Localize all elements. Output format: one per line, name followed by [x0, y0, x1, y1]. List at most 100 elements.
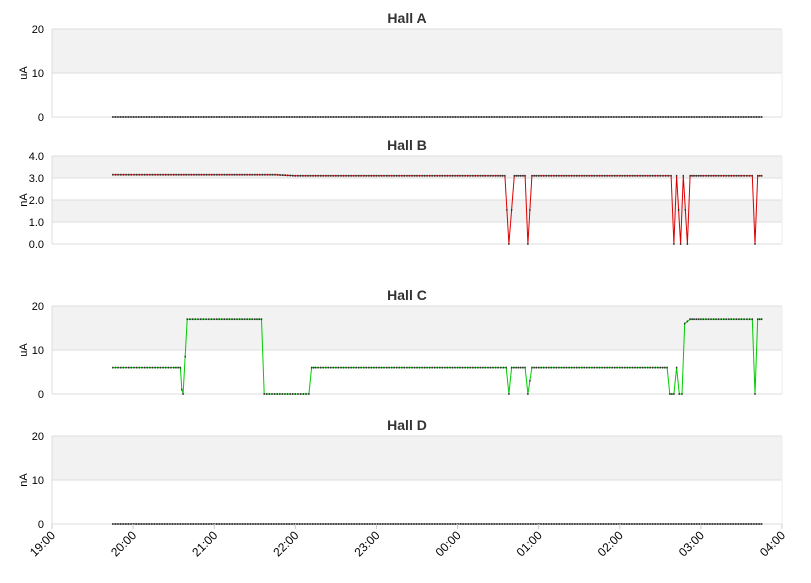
data-point — [709, 523, 711, 525]
data-point — [459, 174, 461, 177]
data-point — [395, 116, 397, 118]
data-point — [482, 366, 484, 369]
data-point — [132, 116, 135, 118]
data-point — [200, 173, 203, 176]
data-point — [644, 116, 646, 118]
data-point — [693, 523, 695, 525]
data-point — [186, 318, 188, 321]
data-point — [540, 174, 542, 177]
data-point — [421, 116, 423, 118]
data-point — [738, 318, 740, 321]
data-point — [576, 366, 578, 369]
data-point — [205, 173, 208, 176]
data-point — [469, 366, 471, 369]
data-point — [753, 523, 755, 525]
data-point — [244, 116, 246, 118]
data-point — [431, 174, 433, 177]
data-point — [415, 116, 418, 118]
data-point — [350, 366, 352, 369]
data-point — [279, 393, 281, 395]
data-point — [524, 116, 527, 118]
data-point — [340, 523, 342, 525]
data-point — [685, 523, 688, 525]
data-point — [701, 116, 703, 118]
data-point — [332, 116, 335, 118]
data-point — [489, 366, 492, 369]
data-point — [603, 174, 606, 177]
data-point — [659, 174, 661, 177]
data-point — [449, 116, 451, 118]
data-point — [439, 523, 441, 525]
data-point — [441, 174, 443, 177]
data-point — [241, 116, 244, 118]
data-point — [127, 116, 130, 118]
data-point — [226, 523, 228, 525]
data-point — [597, 523, 599, 525]
data-point — [684, 209, 686, 211]
data-point — [515, 366, 517, 369]
data-point — [620, 523, 623, 525]
data-point — [392, 523, 394, 525]
data-point — [169, 116, 171, 118]
data-point — [688, 116, 690, 118]
data-point — [618, 116, 620, 118]
data-point — [122, 366, 125, 369]
panel-title: Hall A — [387, 10, 426, 26]
data-point — [568, 174, 570, 177]
data-point — [358, 174, 360, 177]
data-point — [669, 393, 671, 395]
data-point — [286, 523, 288, 525]
data-point — [135, 366, 138, 369]
data-point — [677, 209, 680, 211]
data-point — [758, 523, 760, 525]
data-point — [282, 174, 284, 176]
data-point — [353, 116, 355, 118]
data-point — [287, 174, 289, 177]
data-point — [479, 174, 482, 177]
data-point — [173, 173, 175, 176]
data-point — [249, 523, 252, 525]
data-point — [488, 523, 490, 525]
data-point — [236, 116, 239, 118]
data-point — [130, 116, 132, 118]
data-point — [236, 173, 238, 176]
data-point — [436, 523, 438, 525]
data-point — [325, 174, 327, 177]
data-point — [449, 366, 451, 369]
data-point — [299, 523, 301, 525]
data-point — [606, 366, 608, 369]
data-point — [680, 116, 682, 118]
data-point — [281, 393, 284, 395]
data-point — [182, 393, 184, 395]
data-point — [661, 366, 664, 369]
data-point — [563, 366, 565, 369]
data-point — [479, 366, 482, 369]
data-point — [610, 116, 612, 118]
data-point — [740, 116, 742, 118]
data-point — [312, 174, 314, 177]
data-point — [284, 174, 286, 177]
data-point — [535, 523, 537, 525]
data-point — [149, 173, 151, 176]
data-point — [164, 116, 166, 118]
data-point — [149, 366, 151, 369]
data-point — [501, 116, 503, 118]
data-point — [457, 116, 459, 118]
data-point — [275, 116, 278, 118]
data-point — [581, 366, 583, 369]
data-point — [480, 523, 483, 525]
data-point — [274, 173, 276, 176]
data-point — [732, 523, 734, 525]
data-point — [461, 174, 464, 177]
data-point — [314, 366, 317, 369]
data-point — [662, 523, 664, 525]
data-point — [408, 366, 411, 369]
data-point — [662, 116, 664, 118]
data-point — [249, 173, 251, 176]
x-tick-label: 21:00 — [189, 528, 220, 559]
data-point — [675, 523, 677, 525]
data-point — [413, 366, 416, 369]
data-point — [203, 523, 205, 525]
data-point — [171, 523, 174, 525]
data-point — [605, 116, 607, 118]
